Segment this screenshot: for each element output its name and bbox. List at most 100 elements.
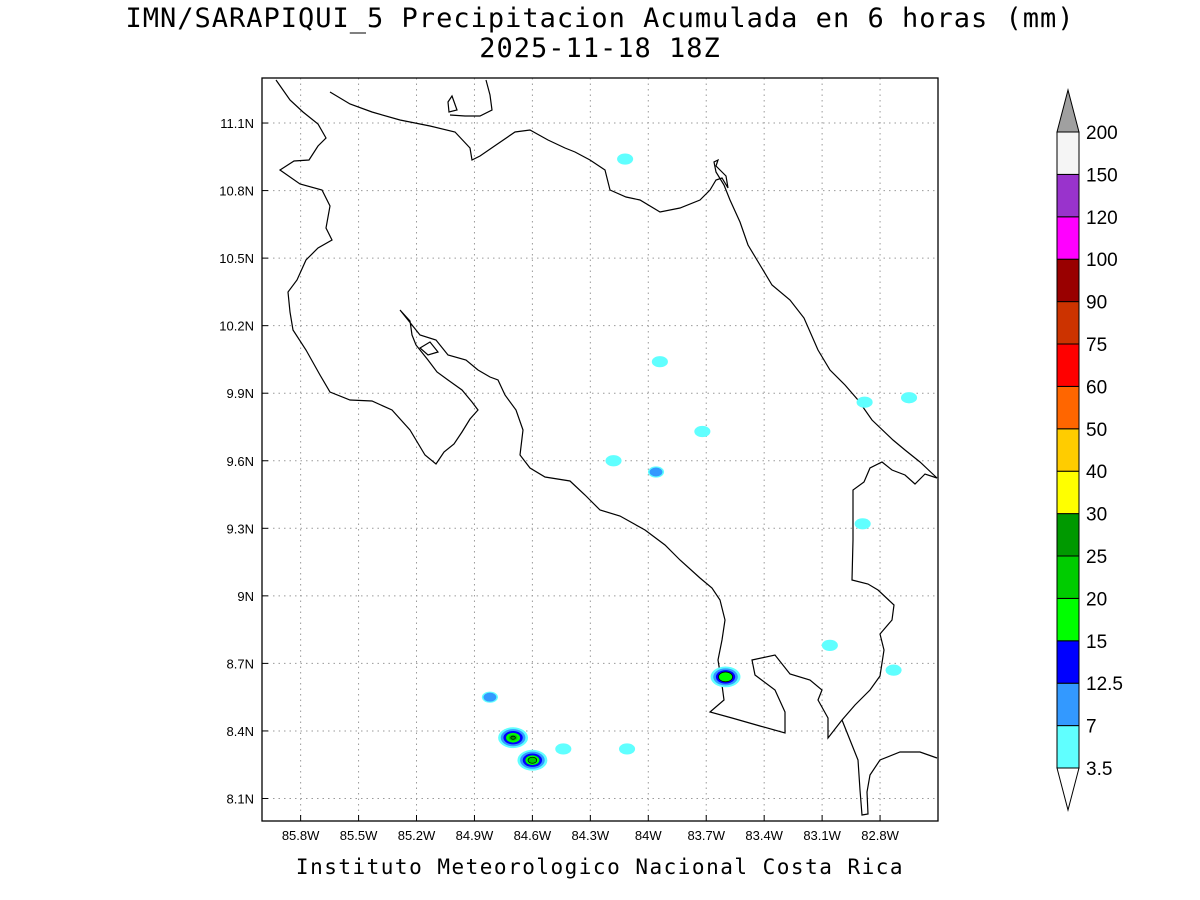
precip-contour (651, 356, 668, 368)
precip-cell (856, 396, 873, 408)
lat-tick-label: 8.4N (227, 724, 254, 739)
colorbar-swatch (1056, 428, 1080, 472)
lon-tick-label: 84.3W (572, 828, 610, 843)
map-datetime: 2025-11-18 18Z (479, 33, 721, 64)
lon-tick-label: 85.8W (282, 828, 320, 843)
precip-contour (617, 153, 634, 165)
precip-cell (900, 392, 918, 404)
colorbar: 3.5 7 12.5 15 20 25 30 40 50 60 75 90 100 120 150 200 (1056, 88, 1123, 812)
colorbar-level-label: 90 (1086, 293, 1107, 314)
colorbar-level-label: 60 (1086, 377, 1107, 398)
precip-contour (618, 743, 636, 755)
colorbar-swatch (1056, 555, 1080, 599)
panama-coast (841, 719, 938, 816)
lon-tick-label: 84W (635, 828, 662, 843)
lat-tick-label: 10.5N (219, 251, 254, 266)
precipitation-contours (481, 153, 918, 771)
lon-tick-label: 83.1W (803, 828, 841, 843)
lon-tick-label: 83.4W (745, 828, 783, 843)
nicaragua-border (329, 91, 938, 479)
colorbar-swatch (1056, 725, 1080, 769)
lat-tick-label: 8.1N (227, 791, 254, 806)
precip-cell (821, 639, 838, 651)
colorbar-swatch (1056, 131, 1080, 175)
costa-rica-outline (275, 79, 938, 740)
colorbar-level-label: 20 (1086, 589, 1107, 610)
precip-contour (694, 425, 711, 438)
colorbar-level-label: 120 (1086, 208, 1118, 229)
precip-cell (651, 356, 668, 368)
latitude-axis: 11.1N 10.8N 10.5N 10.2N 9.9N 9.6N 9.3N 9N 8.7N 8.… (219, 116, 268, 806)
colorbar-level-label: 75 (1086, 335, 1107, 356)
lon-tick-label: 85.2W (398, 828, 436, 843)
precip-contour (527, 756, 538, 764)
precip-cell (555, 743, 572, 755)
map-grid (262, 78, 938, 821)
lat-tick-label: 9N (237, 589, 254, 604)
precip-cell (481, 691, 498, 703)
precip-cell (618, 743, 636, 755)
lat-tick-label: 8.7N (227, 656, 254, 671)
colorbar-swatch (1056, 640, 1080, 684)
precip-cell (854, 518, 871, 530)
precip-contour (854, 518, 871, 530)
precip-contour (555, 743, 572, 755)
precip-cell (694, 425, 711, 438)
precip-contour (483, 692, 497, 702)
colorbar-level-label: 150 (1086, 165, 1118, 186)
precip-cell (647, 466, 665, 478)
precip-cell (885, 664, 902, 676)
colorbar-level-label: 100 (1086, 250, 1118, 271)
precip-contour (856, 396, 873, 408)
precip-contour (605, 455, 622, 467)
precip-contour (900, 392, 918, 404)
precip-contour (885, 664, 902, 676)
colorbar-level-label: 7 (1086, 717, 1097, 738)
longitude-axis: 85.8W 85.5W 85.2W 84.9W 84.6W 84.3W 84W 83.7W 83… (282, 815, 900, 843)
precip-contour (510, 735, 516, 740)
colorbar-level-label: 12.5 (1086, 674, 1123, 695)
colorbar-under-arrow (1056, 767, 1080, 812)
precip-cell (617, 153, 634, 165)
colorbar-swatch (1056, 470, 1080, 515)
island-gulf (418, 341, 440, 356)
precip-contour (821, 639, 838, 651)
colorbar-swatch (1056, 173, 1080, 218)
lat-tick-label: 9.6N (227, 454, 254, 469)
precip-contour (649, 467, 663, 477)
lat-tick-label: 9.9N (227, 386, 254, 401)
lon-tick-label: 83.7W (687, 828, 725, 843)
lon-tick-label: 84.9W (456, 828, 494, 843)
colorbar-swatch (1056, 513, 1080, 557)
colorbar-swatch (1056, 385, 1080, 430)
colorbar-level-label: 3.5 (1086, 759, 1112, 780)
lon-tick-label: 82.8W (861, 828, 899, 843)
colorbar-level-label: 15 (1086, 632, 1107, 653)
colorbar-level-label: 25 (1086, 547, 1107, 568)
map-title: IMN/SARAPIQUI_5 Precipitacion Acumulada … (125, 3, 1075, 34)
lat-tick-label: 9.3N (227, 521, 254, 536)
lon-tick-label: 85.5W (340, 828, 378, 843)
coastline (275, 79, 938, 816)
lat-tick-label: 10.8N (219, 184, 254, 199)
colorbar-swatch (1056, 597, 1080, 642)
colorbar-swatch (1056, 216, 1080, 260)
upper-coast (449, 79, 493, 117)
colorbar-over-arrow (1056, 88, 1080, 133)
footer-credit: Instituto Meteorologico Nacional Costa R… (295, 855, 905, 879)
precip-cell (605, 455, 622, 467)
colorbar-swatch (1056, 682, 1080, 727)
island-north (447, 94, 458, 113)
colorbar-swatch (1056, 258, 1080, 303)
colorbar-level-label: 50 (1086, 420, 1107, 441)
colorbar-level-label: 40 (1086, 462, 1107, 483)
precip-contour (718, 671, 733, 683)
lat-tick-label: 11.1N (220, 116, 254, 131)
lat-tick-label: 10.2N (219, 319, 254, 334)
precip-cell (710, 666, 741, 688)
colorbar-level-label: 200 (1086, 123, 1118, 144)
colorbar-level-label: 30 (1086, 505, 1107, 526)
colorbar-swatch (1056, 301, 1080, 345)
plot-frame (261, 77, 939, 822)
